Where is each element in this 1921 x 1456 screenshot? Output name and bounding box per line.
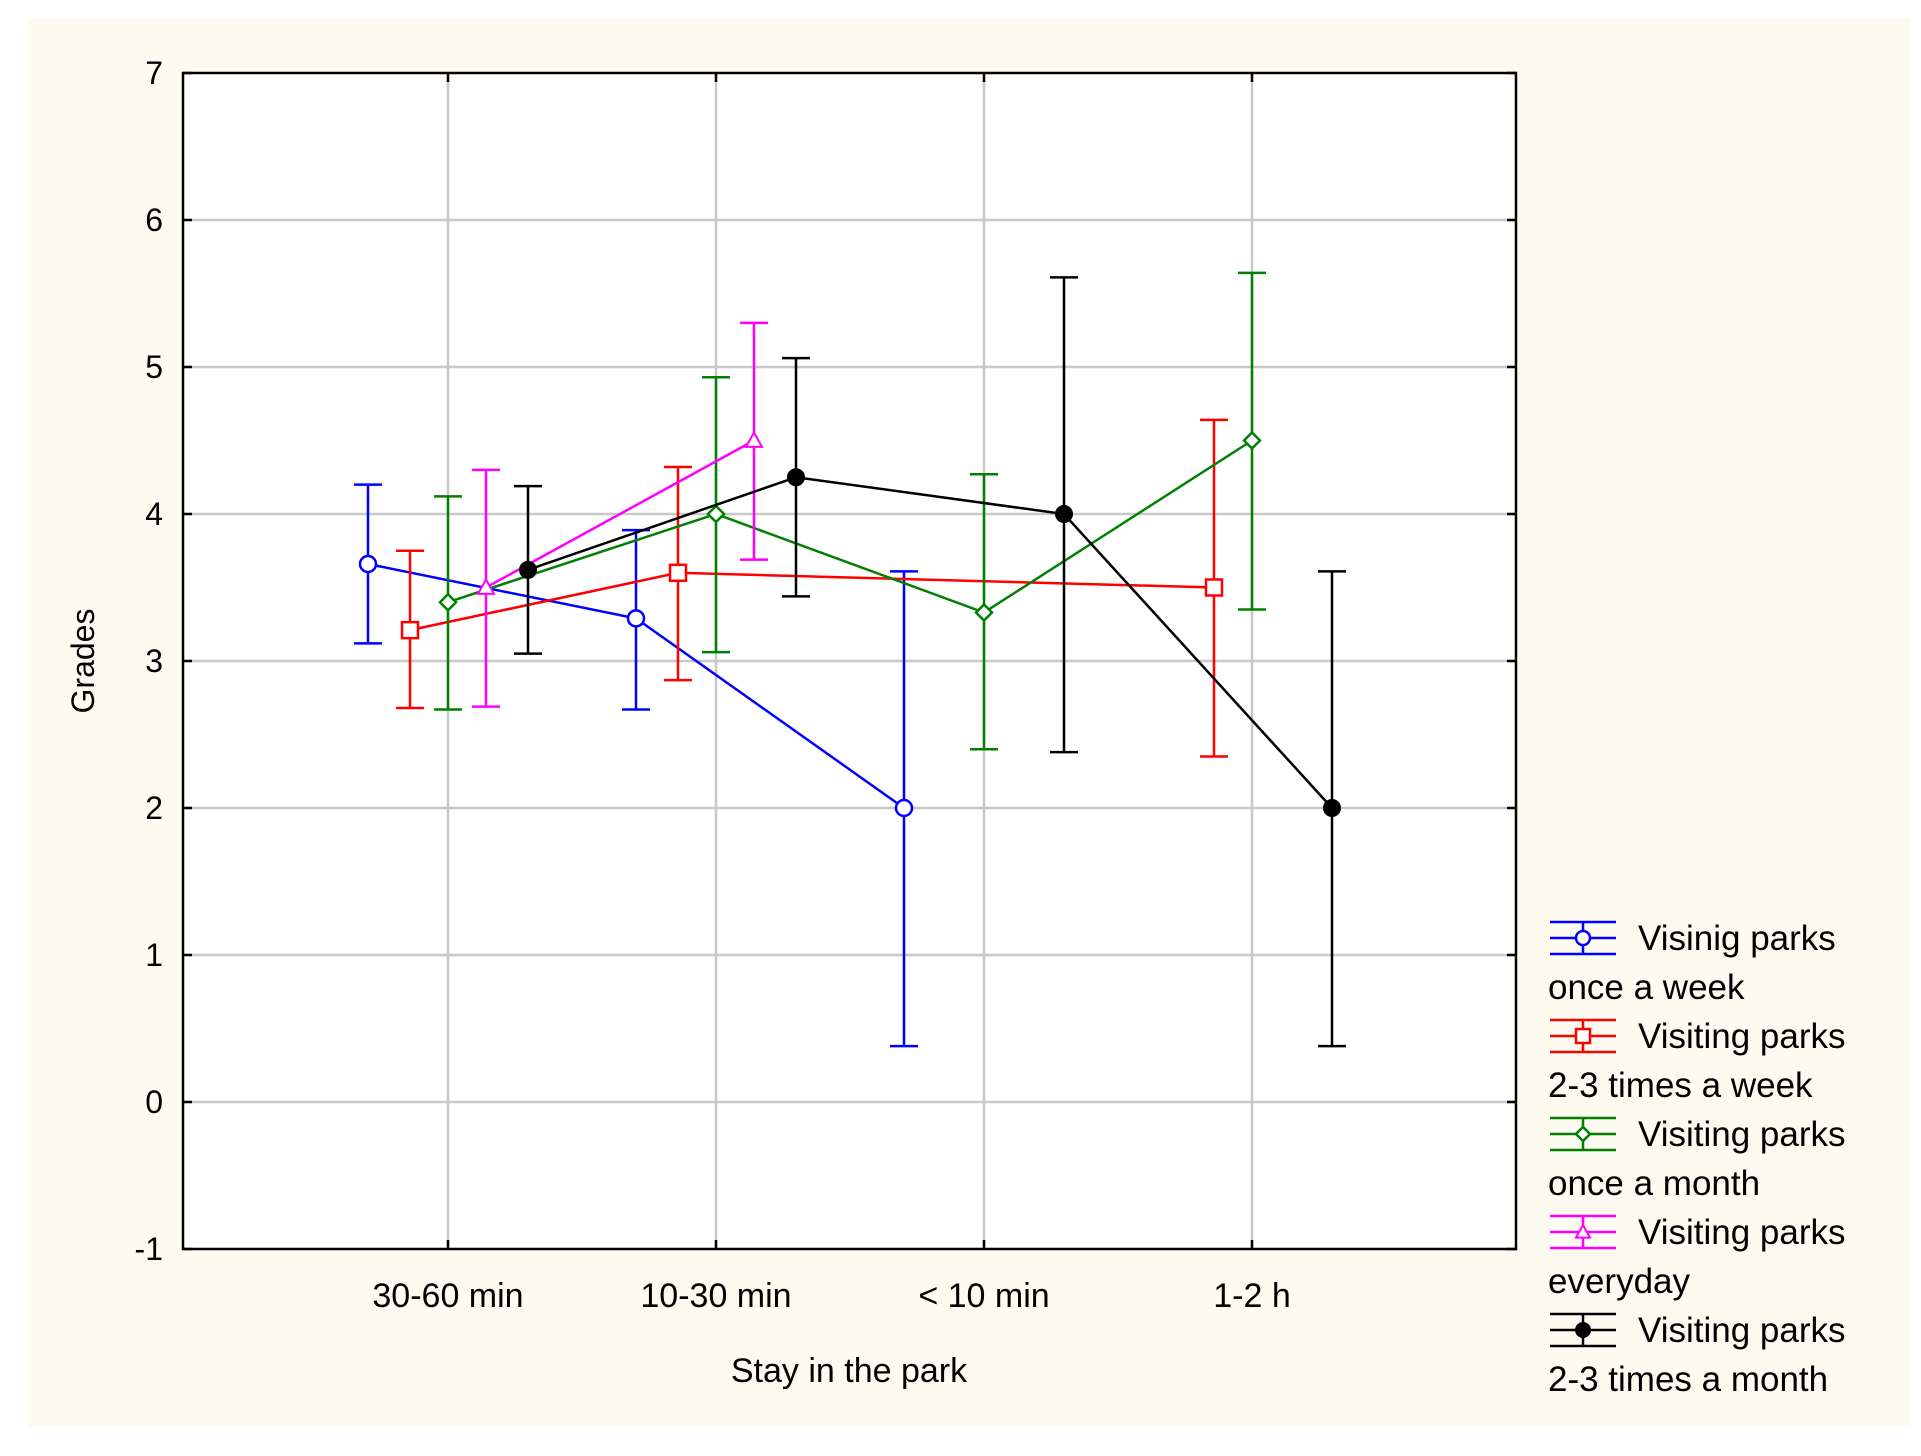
series-2 — [396, 418, 1228, 758]
y-tick-label: 6 — [145, 202, 163, 238]
data-point — [1204, 578, 1224, 597]
data-point — [1575, 1322, 1591, 1338]
legend-item-4: Visiting parks everyday — [1548, 1213, 1846, 1301]
y-tick-label: 7 — [145, 55, 163, 91]
x-tick-label: < 10 min — [918, 1277, 1049, 1315]
legend-label-line2: once a week — [1548, 968, 1745, 1007]
legend-item-2: Visiting parks 2-3 times a week — [1548, 1017, 1846, 1105]
data-point — [476, 577, 496, 595]
series-line — [447, 439, 1253, 614]
data-point — [1574, 1027, 1592, 1045]
legend-item-1: Visinig parks once a week — [1548, 919, 1836, 1007]
y-tick-label: 3 — [145, 643, 163, 679]
data-point — [400, 620, 420, 640]
data-point — [358, 554, 378, 574]
y-axis-label: Grades — [65, 609, 101, 714]
data-point — [894, 798, 914, 818]
data-point — [1574, 1222, 1592, 1239]
legend-label-line1: Visiting parks — [1638, 1213, 1846, 1252]
data-point — [787, 468, 805, 487]
y-tick-label: 2 — [145, 790, 163, 826]
data-point — [1323, 799, 1341, 817]
data-point — [626, 609, 646, 628]
data-point — [1574, 929, 1592, 947]
axes: -1 0 1 2 3 4 5 6 7 30-60 min 10-30 min < 10 min 1-2 … — [135, 55, 1516, 1315]
data-point — [1574, 1125, 1592, 1143]
y-tick-label: 1 — [145, 937, 163, 973]
data-point — [974, 602, 994, 623]
series-line — [527, 475, 1333, 809]
y-tick-label: -1 — [135, 1231, 163, 1267]
legend-item-3: Visiting parks once a month — [1548, 1115, 1846, 1203]
legend-label-line1: Visiting parks — [1638, 1311, 1846, 1350]
data-point — [706, 504, 726, 524]
legend-label-line2: everyday — [1548, 1262, 1691, 1301]
legend-label-line1: Visinig parks — [1638, 919, 1836, 958]
y-tick-label: 4 — [145, 496, 163, 532]
data-point — [519, 560, 537, 579]
legend-item-5: Visiting parks 2-3 times a month — [1548, 1311, 1846, 1399]
series-layer — [354, 271, 1346, 1048]
legend: Visinig parks once a week Visiting parks 2-… — [1548, 919, 1846, 1399]
x-axis-label: Stay in the park — [731, 1352, 968, 1390]
series-5 — [514, 276, 1346, 1048]
x-tick-label: 1-2 h — [1213, 1277, 1291, 1315]
legend-label-line2: once a month — [1548, 1164, 1760, 1203]
y-tick-label: 0 — [145, 1084, 163, 1120]
legend-label-line2: 2-3 times a week — [1548, 1066, 1813, 1105]
legend-label-line2: 2-3 times a month — [1548, 1360, 1828, 1399]
data-point — [1242, 430, 1262, 451]
legend-label-line1: Visiting parks — [1638, 1017, 1846, 1056]
x-tick-label: 10-30 min — [640, 1277, 791, 1315]
data-point — [668, 563, 688, 583]
y-tick-label: 5 — [145, 349, 163, 385]
x-tick-label: 30-60 min — [372, 1277, 523, 1315]
series-3 — [434, 271, 1266, 751]
legend-label-line1: Visiting parks — [1638, 1115, 1846, 1154]
data-point — [1055, 505, 1073, 523]
data-point — [744, 430, 764, 448]
data-point — [438, 592, 458, 612]
